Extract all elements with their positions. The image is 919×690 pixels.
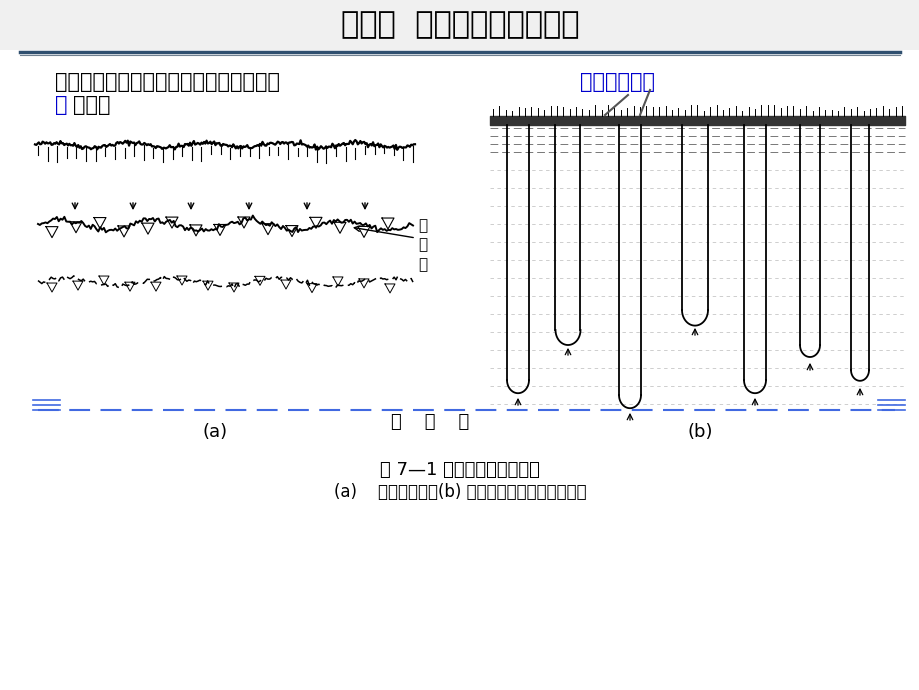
Text: (b): (b) (686, 423, 712, 441)
Text: 活塞式与捷径: 活塞式与捷径 (579, 72, 654, 92)
Text: (a)    活塞式下渗；(b) 捷径式与活塞式下渗的结合: (a) 活塞式下渗；(b) 捷径式与活塞式下渗的结合 (334, 483, 585, 501)
Text: 目前认为，松散沉积物中的降水入渗存在: 目前认为，松散沉积物中的降水入渗存在 (55, 72, 279, 92)
Text: 第七章  地下水的补给与排泄: 第七章 地下水的补给与排泄 (340, 10, 579, 39)
Text: 两种：: 两种： (73, 95, 110, 115)
Text: 湿
锋
面: 湿 锋 面 (417, 218, 426, 273)
Text: 式: 式 (55, 95, 67, 115)
Text: (a): (a) (202, 423, 227, 441)
Text: 图 7—1 活塞式与捷径式下渗: 图 7—1 活塞式与捷径式下渗 (380, 461, 539, 479)
Text: 潜    水    面: 潜 水 面 (391, 413, 469, 431)
FancyBboxPatch shape (0, 0, 919, 50)
